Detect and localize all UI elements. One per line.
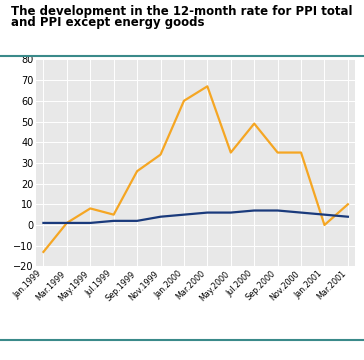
Text: The development in the 12-month rate for PPI total: The development in the 12-month rate for… <box>11 5 352 18</box>
Text: and PPI except energy goods: and PPI except energy goods <box>11 16 205 29</box>
